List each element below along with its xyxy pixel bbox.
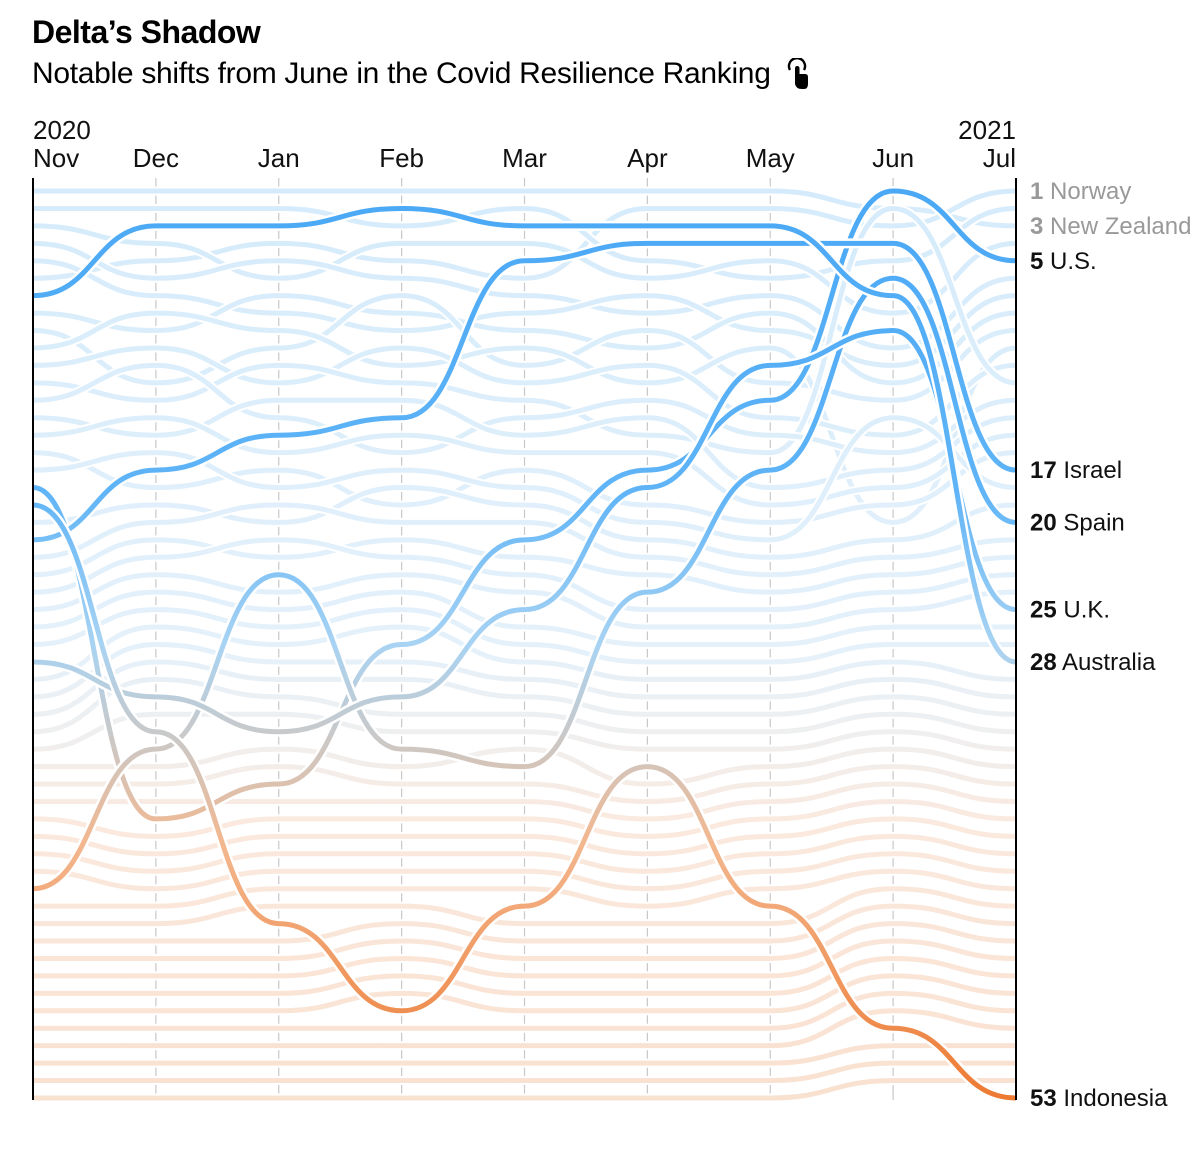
- background-series-line: [32, 674, 1017, 737]
- end-label-rank: 17: [1030, 457, 1057, 484]
- end-label-country: U.K.: [1057, 597, 1110, 624]
- x-axis-labels: Nov Dec Jan Feb Mar Apr May Jun Jul 2020 2021: [33, 115, 1016, 173]
- x-tick-label: Jan: [258, 143, 300, 173]
- chart-subtitle-text: Notable shifts from June in the Covid Re…: [32, 57, 771, 90]
- end-label-country: Israel: [1057, 457, 1122, 484]
- background-series-line: [32, 535, 1017, 597]
- background-series-line: [32, 657, 1017, 719]
- background-series-line: [32, 570, 1017, 632]
- x-tick-label: Jul: [983, 143, 1016, 173]
- background-series-line: [32, 709, 1017, 754]
- background-series-line: [32, 500, 1017, 580]
- background-series-line: [32, 448, 1017, 527]
- chart-title: Delta’s Shadow: [32, 14, 261, 50]
- series-new-zealand: [33, 186, 1017, 231]
- background-series-line: [32, 203, 1017, 458]
- end-label-country: Spain: [1057, 509, 1125, 536]
- year-label: 2020: [33, 115, 91, 145]
- background-series-line: [32, 936, 1017, 981]
- end-label-rank: 1: [1030, 178, 1043, 205]
- background-series-line: [32, 238, 1017, 353]
- end-label-country: Australia: [1057, 649, 1156, 676]
- x-tick-label: Mar: [502, 143, 547, 173]
- background-series-line: [33, 1076, 1016, 1103]
- end-label-country: Norway: [1043, 178, 1131, 205]
- end-label-spain: 20 Spain: [1030, 509, 1125, 536]
- background-series-line: [33, 884, 1017, 929]
- end-label-israel: 17 Israel: [1030, 457, 1122, 484]
- background-series-line: [33, 953, 1017, 998]
- end-label-norway: 1 Norway: [1030, 178, 1131, 205]
- background-series-line: [33, 744, 1017, 789]
- background-series-line: [32, 413, 1017, 510]
- end-label-rank: 5: [1030, 248, 1043, 275]
- series-australia[interactable]: [32, 203, 1018, 667]
- background-series-line: [32, 831, 1017, 876]
- background-series: [32, 186, 1017, 1103]
- end-label-u-k: 25 U.K.: [1030, 597, 1110, 624]
- highlight-series: [31, 185, 1018, 1103]
- x-tick-label: May: [746, 143, 795, 173]
- end-label-new-zealand: 3 New Zealand: [1030, 213, 1191, 240]
- background-series-line: [32, 413, 1017, 545]
- background-series-line: [33, 1041, 1016, 1068]
- background-series-line: [33, 203, 1017, 283]
- x-tick-label: Nov: [33, 143, 79, 173]
- background-series-line: [33, 1006, 1017, 1051]
- background-series-line: [32, 796, 1017, 841]
- x-tick-label: Jun: [872, 143, 914, 173]
- end-label-country: New Zealand: [1043, 213, 1191, 240]
- background-series-line: [33, 1058, 1016, 1086]
- series-indonesia[interactable]: [32, 499, 1017, 1103]
- background-series-line: [32, 779, 1017, 824]
- background-series-line: [32, 483, 1017, 562]
- series-u-s[interactable]: [31, 185, 1017, 824]
- hand-pointer-icon[interactable]: [785, 57, 811, 90]
- series-u-k[interactable]: [32, 325, 1017, 737]
- x-tick-label: Dec: [133, 143, 179, 173]
- background-series-line: [32, 866, 1017, 911]
- end-label-country: U.S.: [1043, 248, 1096, 275]
- background-series-line: [32, 308, 1017, 527]
- end-label-rank: 20: [1030, 509, 1057, 536]
- end-label-indonesia: 53 Indonesia: [1030, 1085, 1168, 1112]
- background-series-line: [32, 605, 1016, 667]
- end-label-rank: 53: [1030, 1085, 1057, 1112]
- chart-subtitle: Notable shifts from June in the Covid Re…: [32, 57, 811, 91]
- end-label-rank: 28: [1030, 649, 1057, 676]
- end-label-rank: 3: [1030, 213, 1043, 240]
- year-label: 2021: [958, 115, 1016, 145]
- end-label-australia: 28 Australia: [1030, 649, 1156, 676]
- background-series-line: [32, 639, 1017, 702]
- background-series-line: [33, 919, 1017, 963]
- background-series-line: [32, 587, 1016, 650]
- series-israel[interactable]: [32, 238, 1017, 545]
- background-series-line: [33, 901, 1017, 946]
- x-tick-label: Apr: [627, 143, 668, 173]
- background-series-line: [32, 360, 1017, 458]
- end-label-country: Indonesia: [1057, 1085, 1168, 1112]
- background-series-line: [32, 256, 1017, 370]
- background-series-line: [32, 535, 1017, 615]
- background-series-line: [32, 814, 1017, 859]
- background-series-line: [33, 971, 1017, 1016]
- background-series-line: [32, 849, 1017, 894]
- x-tick-label: Feb: [379, 143, 424, 173]
- end-label-u-s: 5 U.S.: [1030, 248, 1097, 275]
- end-label-rank: 25: [1030, 597, 1057, 624]
- background-series-line: [32, 622, 1017, 684]
